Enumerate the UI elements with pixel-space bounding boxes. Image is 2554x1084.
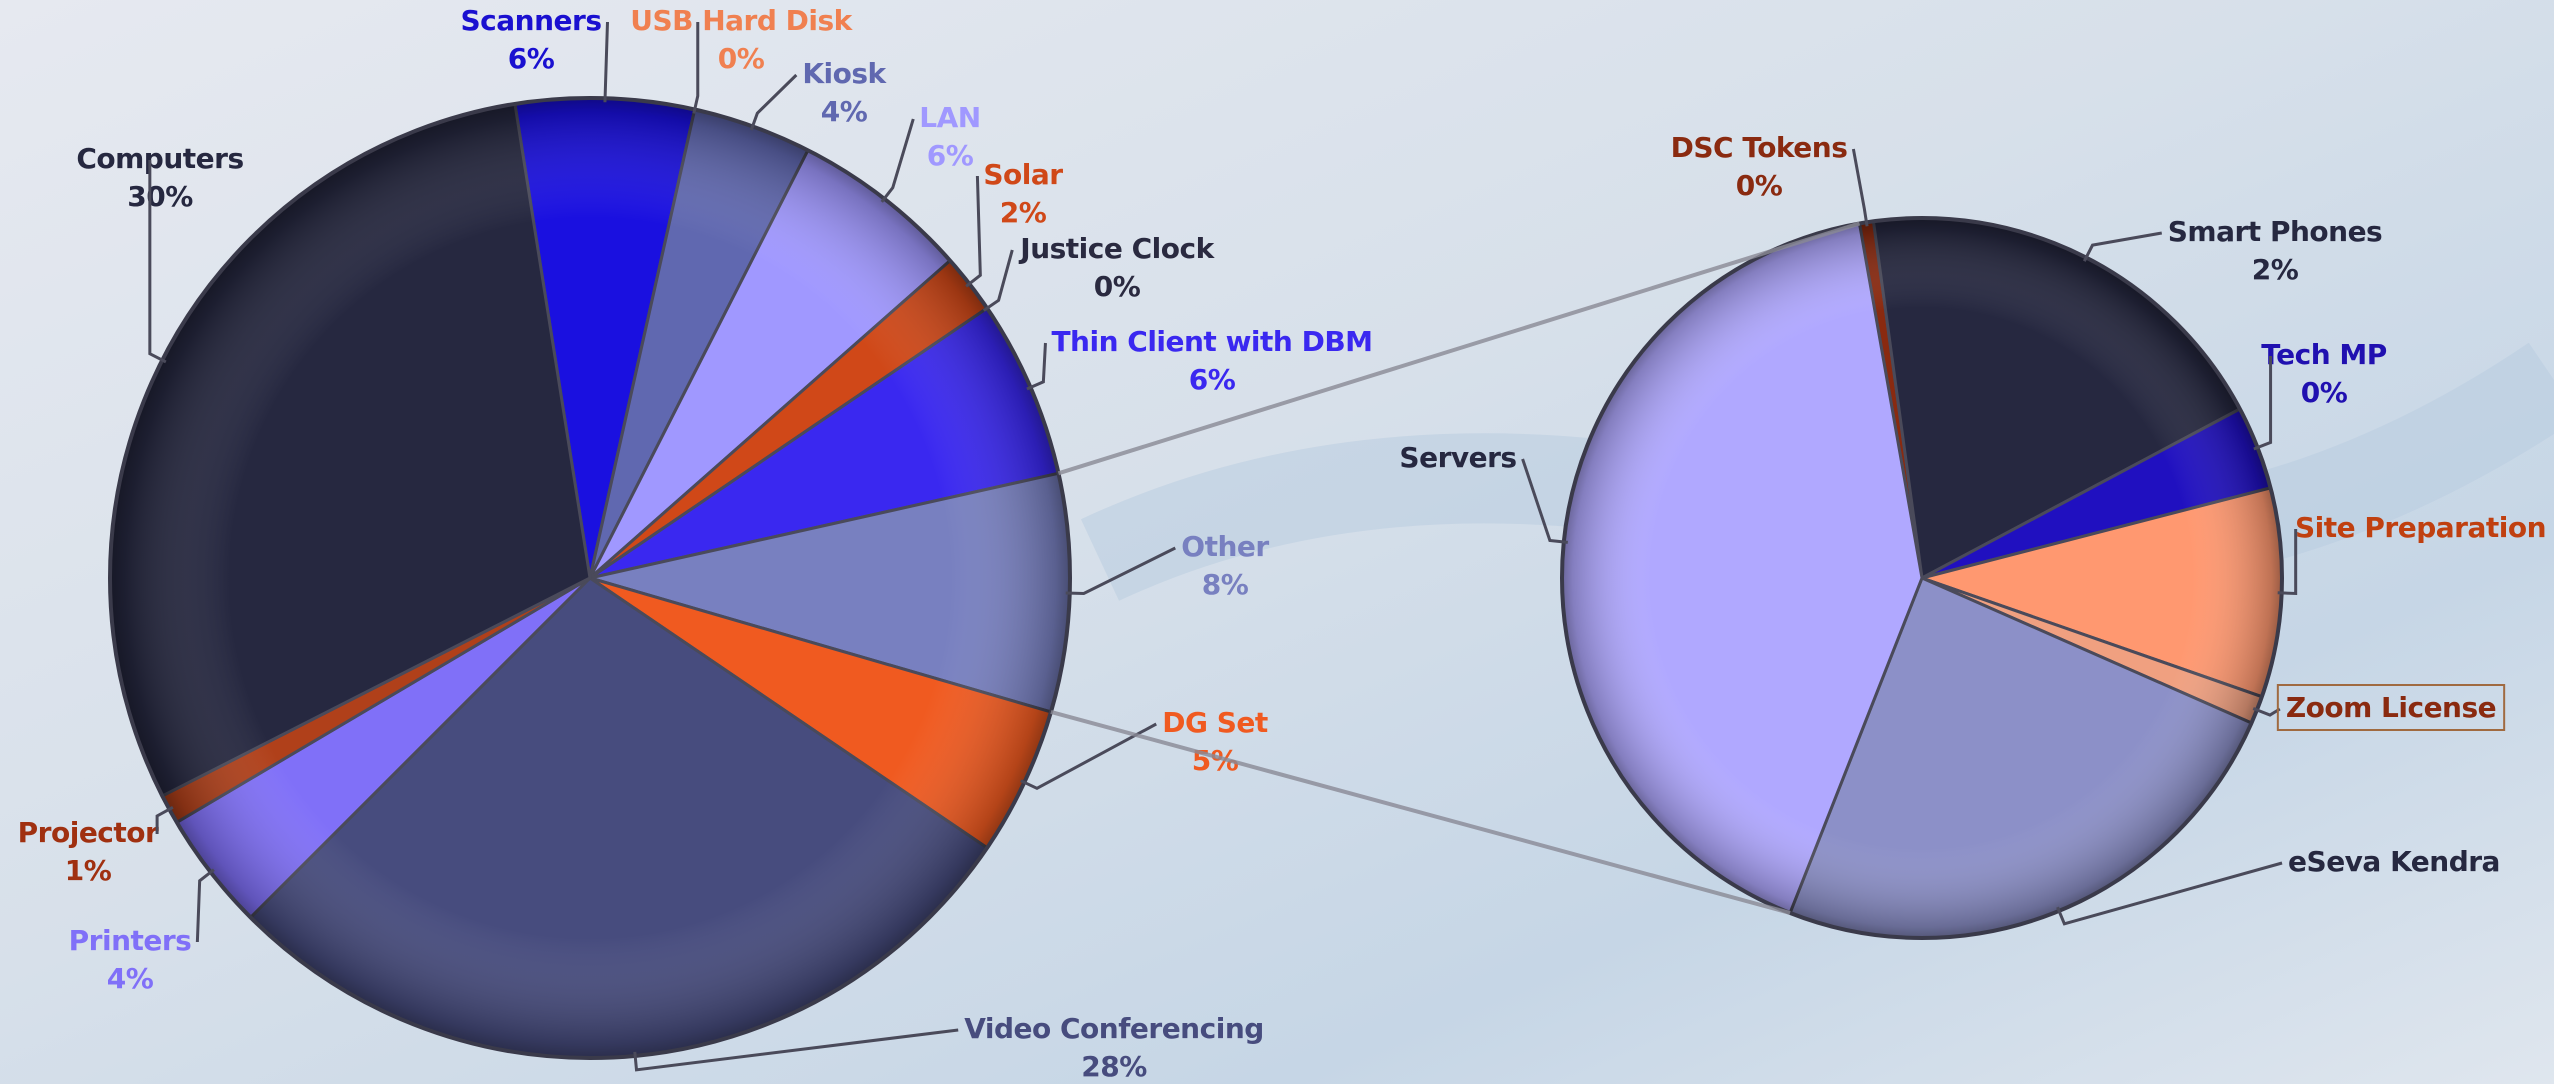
leader-line: [2252, 707, 2281, 717]
leader-line: [2056, 861, 2283, 926]
data-label-name: DSC Tokens: [1671, 131, 1848, 164]
data-label-name: LAN: [919, 101, 980, 134]
leader-line: [155, 806, 174, 834]
data-label-value: 4%: [821, 95, 868, 128]
leader-line: [1851, 148, 1869, 227]
data-label-value: 1%: [65, 854, 112, 887]
data-label-name: DG Set: [1162, 706, 1268, 739]
data-label-value: 6%: [927, 139, 974, 172]
data-label-value: 2%: [1000, 196, 1047, 229]
leader-line: [195, 868, 215, 943]
pie-shading: [108, 96, 1072, 1060]
plot: Scanners 6% USB Hard Disk 0% Kiosk 4% LAN 6% Sol…: [18, 4, 2547, 1083]
data-label-value: 0%: [2301, 376, 2348, 409]
leader-line: [1026, 342, 1047, 391]
data-label-name: Justice Clock: [1018, 232, 1215, 265]
leader-line: [148, 160, 167, 364]
data-label-value: 0%: [1736, 169, 1783, 202]
connector-line: [1050, 709, 1791, 915]
leader-line: [965, 175, 982, 288]
pie-shading: [1560, 216, 2284, 940]
data-label-value: 28%: [1081, 1050, 1147, 1083]
leader-line: [982, 249, 1014, 312]
leader-line: [880, 118, 915, 203]
data-label-name: Tech MP: [2261, 338, 2387, 371]
data-label-name: Smart Phones: [2168, 215, 2382, 248]
leader-line: [633, 1028, 959, 1072]
leader-line: [692, 22, 700, 114]
data-label-name: Computers: [76, 142, 243, 175]
data-label-name: Thin Client with DBM: [1051, 325, 1372, 358]
data-label-name: Site Preparation: [2295, 511, 2546, 544]
data-label-name: Printers: [69, 924, 192, 957]
connector-line: [1057, 221, 1861, 476]
leader-line: [749, 73, 798, 131]
data-label-name: Video Conferencing: [964, 1012, 1264, 1045]
data-label-name: USB Hard Disk: [630, 4, 853, 37]
data-label-value: 0%: [718, 42, 765, 75]
leader-line: [2082, 231, 2163, 262]
leader-line: [1020, 722, 1157, 791]
data-label-name: Zoom License: [2286, 691, 2496, 724]
data-label-value: 2%: [2252, 253, 2299, 286]
leader-line: [603, 21, 609, 103]
data-label-value: 30%: [127, 180, 193, 213]
data-label-name: Kiosk: [802, 57, 887, 90]
data-label-value: 4%: [107, 962, 154, 995]
data-label-name: eSeva Kendra: [2288, 845, 2500, 878]
data-label-name: Servers: [1399, 441, 1516, 474]
leader-line: [2253, 356, 2273, 451]
data-label-name: Other: [1181, 530, 1269, 563]
leader-line: [1065, 546, 1176, 596]
data-label-value: 6%: [1189, 363, 1236, 396]
data-label-value: 6%: [508, 42, 555, 75]
label-box: [2276, 684, 2506, 731]
data-label-name: Scanners: [461, 4, 602, 37]
data-label-name: Solar: [983, 158, 1063, 191]
leader-line: [1521, 458, 1568, 544]
data-label-value: 0%: [1094, 270, 1141, 303]
leader-line: [2277, 529, 2298, 596]
data-label-name: Projector: [18, 816, 159, 849]
data-label-value: 8%: [1202, 568, 1249, 601]
